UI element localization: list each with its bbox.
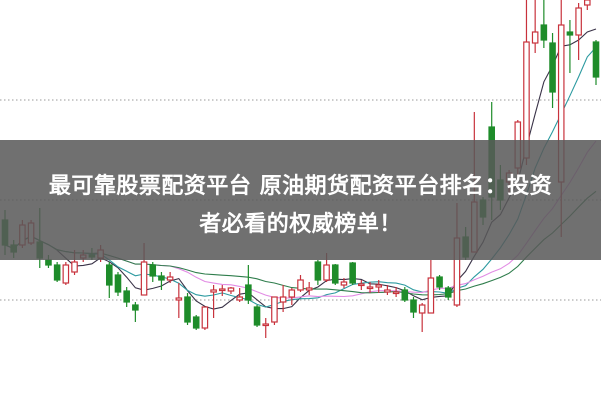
candle-down	[436, 276, 443, 288]
candle-down	[592, 41, 600, 78]
candle-down	[105, 264, 113, 286]
candle-down	[331, 264, 339, 284]
candle-down	[149, 264, 157, 277]
candle-up	[262, 323, 270, 327]
candle-down	[45, 259, 52, 266]
candle-up	[575, 7, 582, 36]
candle-down	[114, 274, 122, 293]
title-banner: 最可靠股票配资平台 原油期货配资平台排名：投资 者必看的权威榜单！	[0, 140, 601, 260]
candle-up	[427, 277, 435, 314]
candle-up	[323, 264, 330, 281]
title-line-1: 最可靠股票配资平台 原油期货配资平台排名：投资	[48, 174, 553, 199]
candle-down	[444, 287, 452, 298]
candle-down	[401, 289, 409, 301]
candle-down	[53, 264, 61, 281]
candle-up	[358, 283, 365, 287]
candle-down	[245, 284, 252, 301]
candle-down	[132, 304, 139, 311]
candle-down	[314, 261, 322, 281]
candle-up	[288, 289, 296, 298]
candle-up	[384, 289, 391, 293]
candle-up	[62, 264, 70, 284]
candle-down	[566, 31, 574, 36]
candle-down	[184, 296, 191, 323]
candle-up	[140, 261, 148, 296]
candle-up	[236, 296, 243, 301]
candle-down	[158, 275, 165, 281]
candle-up	[271, 296, 278, 323]
candle-down	[349, 262, 356, 284]
candle-up	[531, 31, 539, 44]
candle-up	[71, 261, 78, 273]
candle-up	[392, 291, 400, 295]
candle-up	[305, 287, 313, 291]
candle-down	[123, 290, 130, 303]
candle-down	[410, 299, 417, 313]
candle-up	[297, 279, 304, 291]
candle-up	[175, 297, 183, 301]
candle-down	[253, 306, 261, 326]
candle-down	[549, 42, 556, 93]
candle-up	[201, 306, 209, 329]
candle-up	[227, 287, 235, 292]
candle-up	[375, 284, 383, 288]
candle-up	[418, 304, 426, 314]
candle-up	[218, 288, 226, 292]
candle-up	[166, 276, 174, 281]
candle-up	[366, 286, 374, 290]
candle-down	[540, 24, 548, 41]
candle-up	[279, 296, 287, 303]
title-line-2: 者必看的权威榜单！	[199, 212, 402, 237]
candle-up	[340, 281, 348, 286]
candle-up	[584, 0, 591, 6]
candle-up	[210, 289, 217, 293]
candle-down	[192, 316, 200, 329]
